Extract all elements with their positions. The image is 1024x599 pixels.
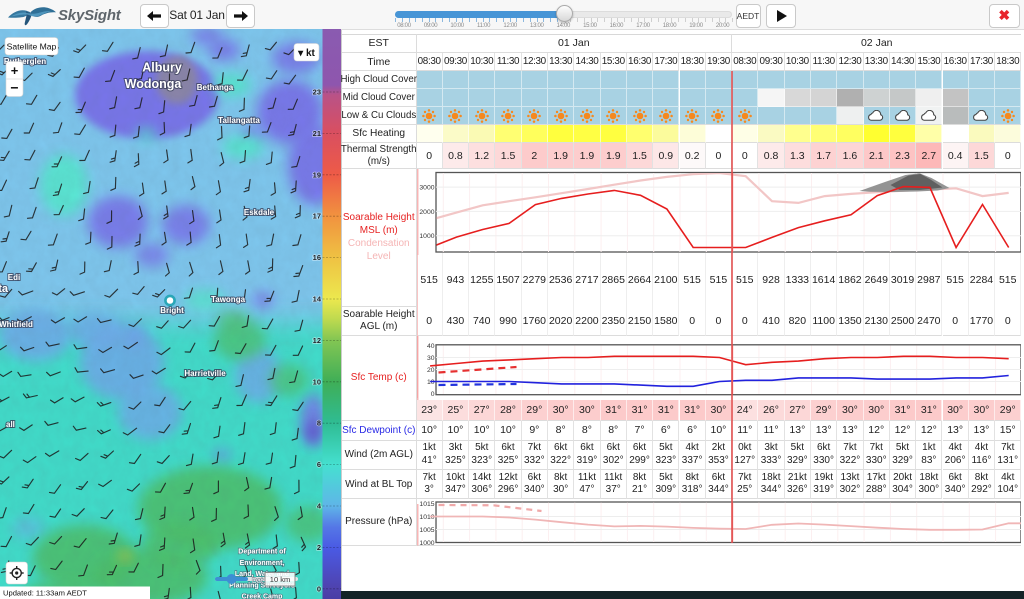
svg-text:21: 21 bbox=[313, 129, 321, 138]
svg-text:Dat: Dat bbox=[252, 578, 263, 585]
svg-text:17: 17 bbox=[313, 212, 321, 221]
svg-text:Bethanga: Bethanga bbox=[197, 83, 234, 92]
svg-text:16: 16 bbox=[313, 253, 321, 262]
svg-text:Harrietville: Harrietville bbox=[184, 369, 226, 378]
svg-text:40: 40 bbox=[426, 342, 434, 349]
svg-text:20: 20 bbox=[426, 366, 434, 373]
svg-text:1000: 1000 bbox=[419, 540, 434, 546]
svg-text:+: + bbox=[11, 63, 19, 78]
svg-text:Environment,: Environment, bbox=[240, 560, 285, 567]
svg-text:8: 8 bbox=[317, 419, 321, 428]
svg-text:12: 12 bbox=[313, 336, 321, 345]
svg-text:1000: 1000 bbox=[419, 233, 434, 240]
svg-text:30: 30 bbox=[426, 354, 434, 361]
svg-text:Eskdale: Eskdale bbox=[244, 208, 275, 217]
svg-text:−: − bbox=[10, 80, 18, 96]
svg-text:10 km: 10 km bbox=[270, 575, 290, 584]
svg-text:2: 2 bbox=[317, 543, 321, 552]
svg-text:Updated: 11:33am AEDT: Updated: 11:33am AEDT bbox=[3, 589, 87, 598]
svg-text:0: 0 bbox=[317, 584, 321, 593]
svg-text:Satellite Map: Satellite Map bbox=[7, 42, 57, 52]
svg-text:Wodonga: Wodonga bbox=[125, 77, 183, 91]
svg-text:23: 23 bbox=[313, 88, 321, 97]
svg-text:0: 0 bbox=[430, 390, 434, 397]
svg-text:Edi: Edi bbox=[8, 273, 20, 282]
svg-text:2000: 2000 bbox=[419, 209, 434, 216]
svg-text:▾ kt: ▾ kt bbox=[297, 48, 315, 59]
svg-text:10: 10 bbox=[426, 378, 434, 385]
svg-text:Creek Camp: Creek Camp bbox=[242, 594, 283, 599]
svg-text:Bright: Bright bbox=[160, 306, 184, 315]
svg-text:ta: ta bbox=[0, 283, 9, 295]
svg-text:all: all bbox=[6, 420, 15, 429]
svg-text:Rutherglen: Rutherglen bbox=[4, 57, 46, 66]
svg-text:1010: 1010 bbox=[419, 514, 434, 521]
svg-text:19: 19 bbox=[313, 170, 321, 179]
svg-text:Planning Surveyors: Planning Surveyors bbox=[229, 582, 295, 589]
svg-text:Albury: Albury bbox=[142, 61, 182, 75]
svg-text:1015: 1015 bbox=[419, 501, 434, 508]
svg-text:Whitfield: Whitfield bbox=[0, 320, 33, 329]
svg-text:1005: 1005 bbox=[419, 527, 434, 534]
svg-text:4: 4 bbox=[317, 502, 322, 511]
svg-text:Tallangatta: Tallangatta bbox=[218, 116, 260, 125]
svg-text:Department of: Department of bbox=[238, 549, 286, 556]
svg-text:10: 10 bbox=[313, 377, 321, 386]
svg-text:6: 6 bbox=[317, 460, 321, 469]
svg-text:3000: 3000 bbox=[419, 185, 434, 192]
svg-text:Land, Water and: Land, Water and bbox=[235, 571, 289, 578]
svg-text:14: 14 bbox=[313, 295, 322, 304]
svg-text:Tawonga: Tawonga bbox=[211, 295, 246, 304]
